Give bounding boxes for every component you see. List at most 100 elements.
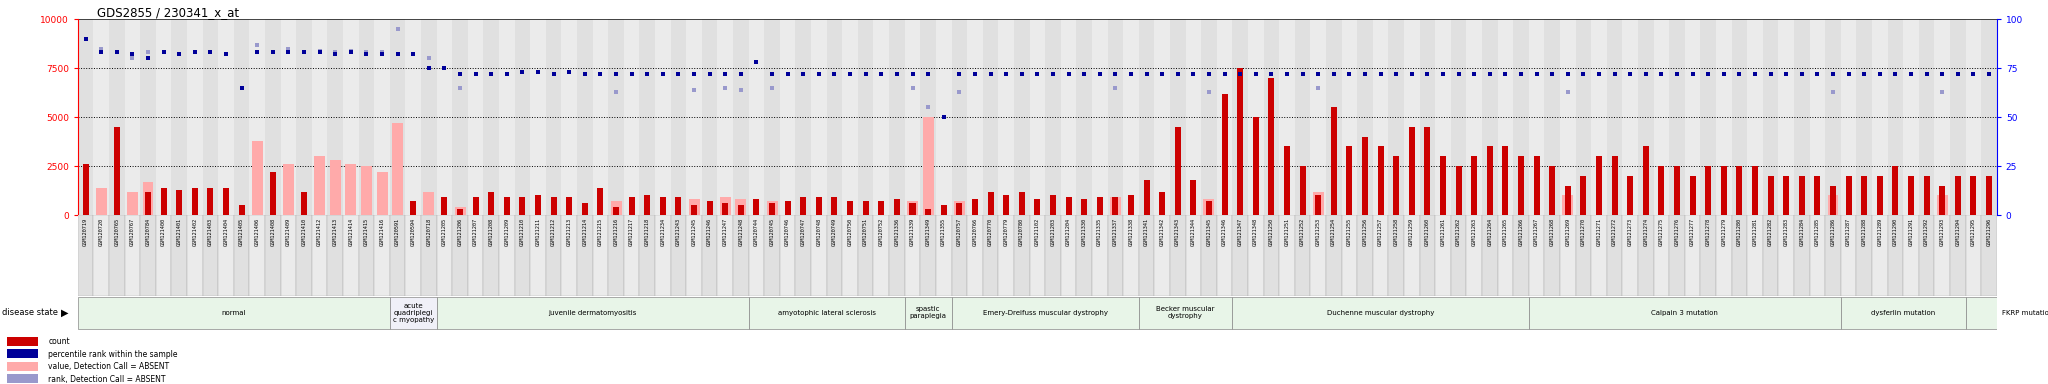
Text: GSM121245: GSM121245: [692, 217, 696, 246]
Bar: [330, 160, 340, 215]
Bar: [203, 215, 219, 296]
Bar: [1233, 19, 1247, 215]
Bar: [639, 215, 655, 296]
Bar: [8, 362, 37, 371]
Text: GSM121207: GSM121207: [473, 217, 477, 246]
Bar: [78, 215, 94, 296]
Text: GSM121256: GSM121256: [1362, 217, 1368, 246]
Bar: [1061, 215, 1077, 296]
Bar: [1341, 215, 1358, 296]
Bar: [389, 215, 406, 296]
Bar: [1044, 19, 1061, 215]
Text: GSM121296: GSM121296: [1987, 217, 1991, 246]
Text: dysferlin mutation: dysferlin mutation: [1872, 310, 1935, 316]
Bar: [952, 297, 1139, 328]
Bar: [862, 201, 868, 215]
Bar: [1280, 215, 1294, 296]
Bar: [827, 19, 842, 215]
Bar: [1903, 19, 1919, 215]
Bar: [1325, 19, 1341, 215]
Text: GSM121345: GSM121345: [1206, 217, 1212, 246]
Bar: [1159, 192, 1165, 215]
Text: GDS2855 / 230341_x_at: GDS2855 / 230341_x_at: [96, 6, 240, 19]
Text: GSM121336: GSM121336: [895, 217, 899, 246]
Text: GSM121211: GSM121211: [537, 217, 541, 246]
Bar: [264, 215, 281, 296]
Bar: [78, 19, 94, 215]
Text: GSM121255: GSM121255: [1348, 217, 1352, 246]
Bar: [115, 127, 121, 215]
Bar: [1409, 127, 1415, 215]
Text: GSM121406: GSM121406: [254, 217, 260, 246]
Bar: [207, 188, 213, 215]
Text: GSM121294: GSM121294: [1956, 217, 1960, 246]
Text: disease state: disease state: [2, 308, 57, 318]
Bar: [1378, 147, 1384, 215]
Bar: [1331, 108, 1337, 215]
Bar: [688, 199, 700, 215]
Bar: [561, 19, 578, 215]
Text: GSM121206: GSM121206: [457, 217, 463, 246]
Bar: [1903, 215, 1919, 296]
Bar: [952, 19, 967, 215]
Text: GSM121262: GSM121262: [1456, 217, 1460, 246]
Bar: [764, 215, 780, 296]
Text: GSM121287: GSM121287: [1845, 217, 1851, 246]
Text: GSM120779: GSM120779: [1004, 217, 1008, 246]
Bar: [1389, 19, 1405, 215]
Bar: [702, 19, 717, 215]
Text: GSM121208: GSM121208: [489, 217, 494, 246]
Bar: [952, 215, 967, 296]
Text: GSM121210: GSM121210: [520, 217, 524, 246]
Bar: [424, 192, 434, 215]
Bar: [82, 164, 88, 215]
Bar: [1731, 215, 1747, 296]
Bar: [1233, 215, 1247, 296]
Bar: [735, 199, 745, 215]
Text: GSM121277: GSM121277: [1690, 217, 1696, 246]
Bar: [483, 19, 500, 215]
Bar: [1081, 199, 1087, 215]
Bar: [1831, 186, 1835, 215]
Bar: [1112, 197, 1118, 215]
Bar: [811, 19, 827, 215]
Bar: [455, 207, 465, 215]
Bar: [223, 188, 229, 215]
Text: GSM121258: GSM121258: [1393, 217, 1399, 246]
Bar: [156, 19, 172, 215]
Bar: [240, 205, 244, 215]
Bar: [125, 19, 139, 215]
Bar: [1561, 215, 1575, 296]
Text: GSM121416: GSM121416: [379, 217, 385, 246]
Text: GSM121272: GSM121272: [1612, 217, 1618, 246]
Bar: [1155, 19, 1169, 215]
Bar: [375, 215, 389, 296]
Text: GSM121261: GSM121261: [1440, 217, 1446, 246]
Bar: [1686, 19, 1700, 215]
Text: GSM120720: GSM120720: [98, 217, 104, 246]
Bar: [535, 195, 541, 215]
Bar: [264, 19, 281, 215]
Bar: [1122, 215, 1139, 296]
Bar: [737, 205, 743, 215]
Bar: [1419, 215, 1436, 296]
Bar: [954, 201, 965, 215]
Bar: [1939, 186, 1946, 215]
Text: Emery-Dreifuss muscular dystrophy: Emery-Dreifuss muscular dystrophy: [983, 310, 1108, 316]
Bar: [1217, 19, 1233, 215]
Bar: [608, 19, 625, 215]
Bar: [842, 19, 858, 215]
Bar: [889, 215, 905, 296]
Bar: [874, 215, 889, 296]
Bar: [551, 197, 557, 215]
Text: GSM121270: GSM121270: [1581, 217, 1585, 246]
Bar: [1872, 215, 1888, 296]
Bar: [1247, 215, 1264, 296]
Text: GSM121404: GSM121404: [223, 217, 229, 246]
Bar: [1980, 19, 1997, 215]
Text: GSM120751: GSM120751: [862, 217, 868, 246]
Bar: [311, 215, 328, 296]
Text: GSM121216: GSM121216: [614, 217, 618, 246]
Bar: [1686, 215, 1700, 296]
Bar: [1528, 297, 1841, 328]
